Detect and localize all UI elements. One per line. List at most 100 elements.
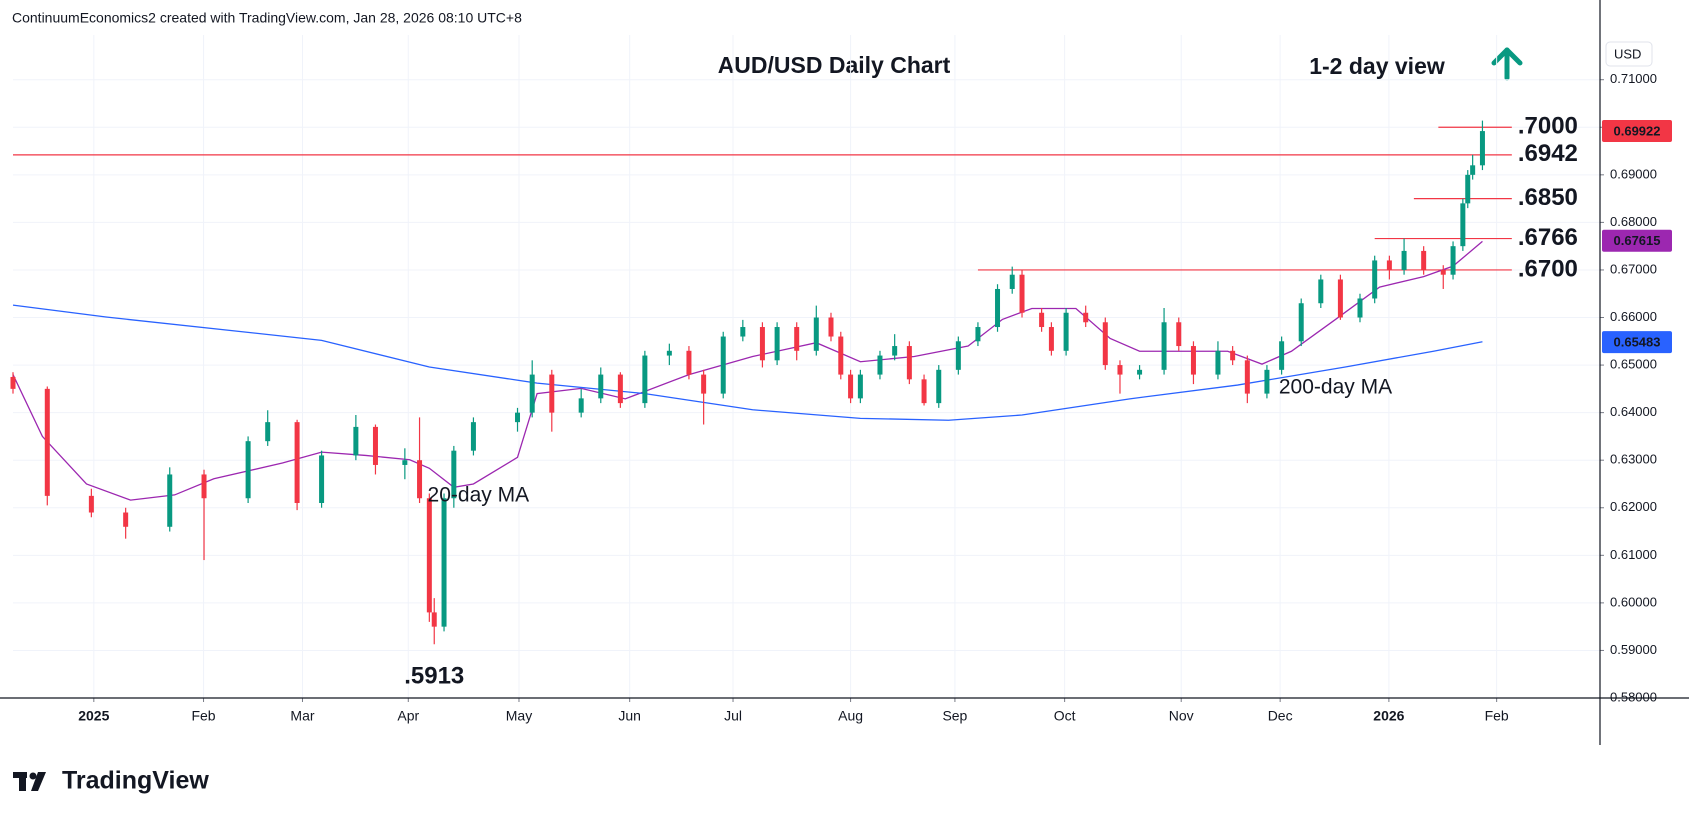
candle-body bbox=[10, 376, 16, 389]
candle-body bbox=[201, 474, 207, 499]
candle-body bbox=[44, 388, 50, 496]
moving-average-line bbox=[12, 240, 1483, 501]
level-label: .6942 bbox=[1518, 140, 1578, 167]
candle-body bbox=[1337, 279, 1343, 318]
candle-body bbox=[838, 336, 844, 375]
y-tick-label: 0.58000 bbox=[1610, 689, 1657, 704]
currency-box bbox=[1605, 41, 1653, 67]
candle-body bbox=[319, 455, 325, 503]
candle-body bbox=[1465, 174, 1471, 204]
attribution: ContinuumEconomics2 created with Trading… bbox=[12, 10, 522, 26]
price-badge bbox=[1602, 229, 1672, 252]
candle-body bbox=[720, 336, 726, 394]
level-label: .7000 bbox=[1518, 113, 1578, 140]
candle-body bbox=[529, 374, 535, 413]
y-tick-label: 0.60000 bbox=[1610, 594, 1657, 609]
candle-body bbox=[598, 374, 604, 399]
candle-body bbox=[1264, 369, 1270, 394]
candle-body bbox=[1048, 327, 1054, 351]
view-label: 1-2 day view bbox=[1309, 53, 1445, 79]
candle-body bbox=[774, 327, 780, 361]
candle-body bbox=[426, 498, 432, 613]
candle-body bbox=[1470, 165, 1476, 175]
candle-body bbox=[701, 374, 707, 394]
candle-body bbox=[431, 612, 437, 627]
candle-body bbox=[1009, 274, 1015, 289]
candle-body bbox=[1019, 274, 1025, 313]
candle-body bbox=[1401, 250, 1407, 270]
x-tick-label: Feb bbox=[191, 708, 215, 724]
candle-body bbox=[906, 346, 912, 380]
candle-body bbox=[1039, 312, 1045, 328]
candle-body bbox=[794, 327, 800, 351]
candle-body bbox=[1460, 203, 1466, 247]
candle-body bbox=[848, 374, 854, 399]
low-label: .5913 bbox=[404, 663, 464, 690]
candle-body bbox=[372, 426, 378, 465]
x-tick-label: Oct bbox=[1054, 708, 1076, 724]
x-tick-label: Jul bbox=[724, 708, 742, 724]
price-badge bbox=[1602, 331, 1672, 354]
x-tick-label: Mar bbox=[290, 708, 314, 724]
brand-logo bbox=[13, 772, 46, 791]
candle-body bbox=[1298, 303, 1304, 342]
level-label: .6766 bbox=[1518, 224, 1578, 251]
candle-body bbox=[1117, 365, 1123, 375]
candle-body bbox=[828, 317, 834, 337]
y-tick-label: 0.65000 bbox=[1610, 357, 1657, 372]
candle-body bbox=[294, 422, 300, 503]
candle-body bbox=[995, 288, 1001, 328]
candle-body bbox=[1083, 312, 1089, 323]
price-badge-label: 0.67615 bbox=[1614, 233, 1661, 248]
y-tick-label: 0.62000 bbox=[1610, 499, 1657, 514]
candle-body bbox=[1161, 322, 1167, 370]
candle-body bbox=[1386, 260, 1392, 270]
x-tick-label: Jun bbox=[618, 708, 641, 724]
x-tick-label: Feb bbox=[1485, 708, 1509, 724]
price-badge-label: 0.65483 bbox=[1614, 335, 1661, 350]
candle-body bbox=[417, 460, 423, 499]
candle-body bbox=[617, 374, 623, 404]
y-tick-label: 0.64000 bbox=[1610, 404, 1657, 419]
candle-body bbox=[1190, 346, 1196, 375]
candle-body bbox=[1230, 350, 1236, 361]
candle-body bbox=[1440, 269, 1446, 275]
legend-label: 20-day MA bbox=[428, 483, 530, 506]
candle-body bbox=[88, 495, 94, 513]
candle-body bbox=[353, 426, 359, 456]
x-tick-label: Aug bbox=[838, 708, 863, 724]
price-badge-label: 0.69922 bbox=[1614, 123, 1661, 138]
candle-body bbox=[936, 369, 942, 404]
price-badge bbox=[1602, 119, 1672, 142]
candle-body bbox=[549, 374, 555, 413]
candle-body bbox=[759, 327, 765, 361]
candle-body bbox=[1063, 312, 1069, 351]
candle-body bbox=[666, 350, 672, 356]
x-tick-label: Nov bbox=[1169, 708, 1194, 724]
x-tick-label: Apr bbox=[397, 708, 419, 724]
y-tick-label: 0.66000 bbox=[1610, 309, 1657, 324]
candle-body bbox=[921, 379, 927, 404]
candle-body bbox=[1176, 322, 1182, 347]
candle-body bbox=[123, 512, 129, 527]
candle-body bbox=[1318, 279, 1324, 304]
candle-body bbox=[1244, 360, 1250, 394]
up-arrow bbox=[1491, 47, 1523, 81]
candle-body bbox=[1102, 322, 1108, 366]
candle-body bbox=[857, 374, 863, 399]
candle-body bbox=[740, 327, 746, 337]
candle-body bbox=[1357, 298, 1363, 318]
candle-body bbox=[578, 398, 584, 413]
candle-body bbox=[686, 350, 692, 375]
candle-body bbox=[877, 355, 883, 375]
candle-body bbox=[402, 460, 408, 465]
candle-body bbox=[265, 422, 271, 442]
moving-average-line bbox=[12, 304, 1483, 421]
y-tick-label: 0.69000 bbox=[1610, 166, 1657, 181]
y-tick-label: 0.68000 bbox=[1610, 214, 1657, 229]
y-tick-label: 0.59000 bbox=[1610, 642, 1657, 657]
candle-body bbox=[167, 474, 173, 527]
candle-body bbox=[1479, 131, 1485, 166]
